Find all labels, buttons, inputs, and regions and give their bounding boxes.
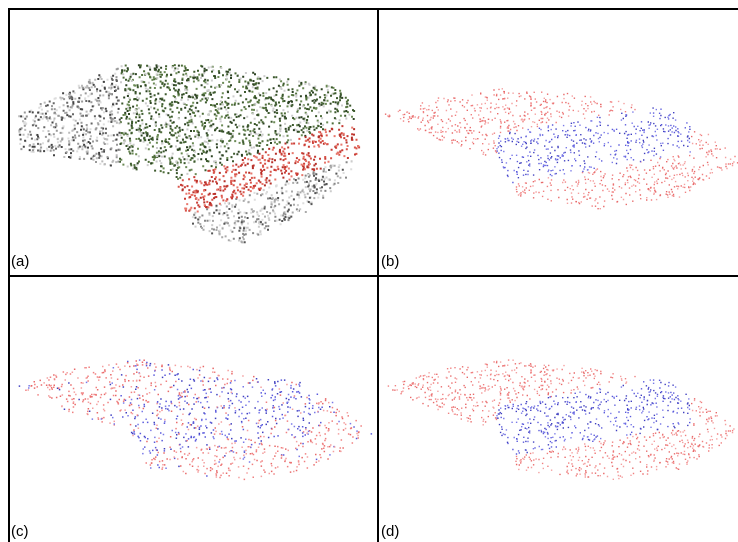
- panel-label: (d): [381, 523, 399, 540]
- panel-label: (b): [381, 253, 399, 270]
- background: [0, 0, 738, 542]
- panel-label: (c): [11, 523, 29, 540]
- panel-label: (a): [11, 253, 29, 270]
- figure: (a) (b) (c) (d): [0, 0, 738, 542]
